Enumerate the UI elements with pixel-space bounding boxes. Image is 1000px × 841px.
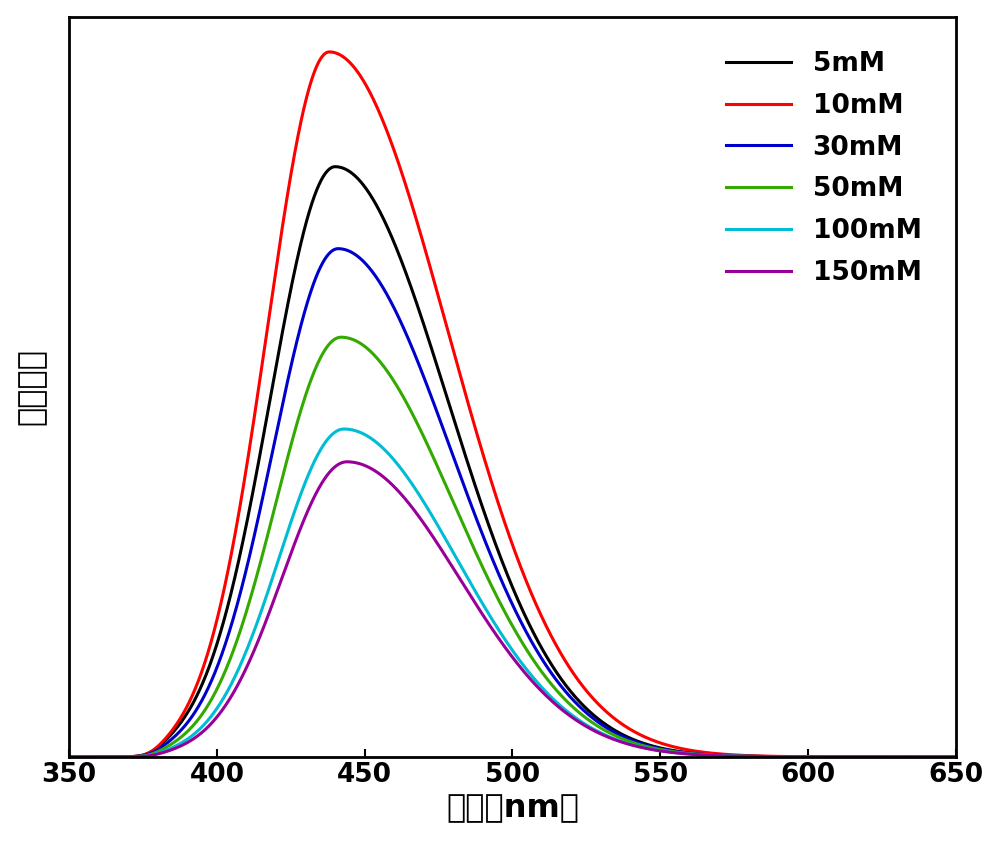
150mM (455, 575, 467, 585)
10mM (63, 752, 75, 762)
10mM (863, 752, 875, 762)
10mM (323, 47, 335, 57)
10mM (979, 752, 991, 762)
Line: 150mM: 150mM (69, 462, 985, 757)
10mM (455, 371, 467, 381)
50mM (168, 738, 180, 748)
30mM (222, 631, 234, 641)
30mM (63, 752, 75, 762)
100mM (455, 560, 467, 570)
5mM (863, 752, 875, 762)
50mM (962, 752, 974, 762)
30mM (415, 364, 427, 374)
30mM (332, 244, 344, 254)
30mM (962, 752, 974, 762)
150mM (415, 514, 427, 524)
30mM (979, 752, 991, 762)
30mM (863, 752, 875, 762)
50mM (979, 752, 991, 762)
150mM (341, 457, 353, 467)
Line: 100mM: 100mM (69, 429, 985, 757)
100mM (863, 752, 875, 762)
100mM (415, 492, 427, 502)
10mM (168, 723, 180, 733)
150mM (863, 752, 875, 762)
10mM (415, 230, 427, 240)
100mM (338, 424, 350, 434)
50mM (335, 332, 347, 342)
150mM (222, 696, 234, 706)
Line: 30mM: 30mM (69, 249, 985, 757)
5mM (962, 752, 974, 762)
Y-axis label: 荧光强度: 荧光强度 (17, 348, 48, 426)
50mM (415, 426, 427, 436)
5mM (222, 600, 234, 610)
Line: 50mM: 50mM (69, 337, 985, 757)
100mM (979, 752, 991, 762)
Legend: 5mM, 10mM, 30mM, 50mM, 100mM, 150mM: 5mM, 10mM, 30mM, 50mM, 100mM, 150mM (704, 30, 943, 307)
5mM (63, 752, 75, 762)
5mM (329, 161, 341, 172)
50mM (863, 752, 875, 762)
150mM (168, 744, 180, 754)
100mM (168, 742, 180, 752)
10mM (222, 565, 234, 575)
5mM (979, 752, 991, 762)
100mM (962, 752, 974, 762)
X-axis label: 波长（nm）: 波长（nm） (446, 793, 579, 824)
50mM (63, 752, 75, 762)
30mM (168, 733, 180, 743)
100mM (222, 685, 234, 696)
30mM (455, 471, 467, 481)
10mM (962, 752, 974, 762)
100mM (63, 752, 75, 762)
150mM (63, 752, 75, 762)
150mM (962, 752, 974, 762)
5mM (455, 436, 467, 446)
Line: 10mM: 10mM (69, 52, 985, 757)
50mM (455, 514, 467, 524)
5mM (168, 727, 180, 737)
50mM (222, 659, 234, 669)
150mM (979, 752, 991, 762)
Line: 5mM: 5mM (69, 167, 985, 757)
5mM (415, 310, 427, 320)
